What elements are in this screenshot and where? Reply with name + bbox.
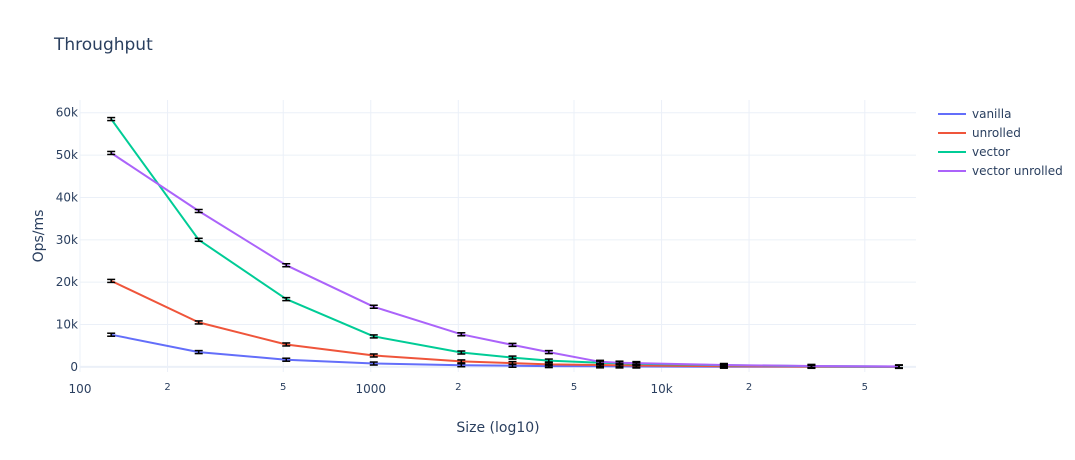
- chart-title: Throughput: [53, 35, 153, 55]
- data-point-errorbar: [508, 360, 517, 366]
- data-point-errorbar: [107, 150, 116, 156]
- data-point-errorbar: [596, 359, 605, 365]
- legend-item[interactable]: vanilla: [938, 107, 1011, 121]
- y-tick-label: 20k: [56, 275, 78, 289]
- x-axis-title: Size (log10): [456, 420, 539, 436]
- data-point-errorbar: [282, 357, 291, 362]
- data-point-errorbar: [282, 342, 291, 347]
- x-tick-label: 2: [164, 382, 170, 393]
- y-tick-label: 10k: [56, 318, 78, 332]
- x-tick-label: 5: [571, 382, 577, 393]
- data-point-errorbar: [107, 332, 116, 337]
- data-point-errorbar: [807, 363, 816, 369]
- x-tick-label: 1000: [356, 382, 387, 396]
- data-point-errorbar: [544, 358, 553, 363]
- y-tick-label: 0: [70, 360, 78, 374]
- y-ticks: 0 10k 20k 30k 40k 50k 60k: [56, 106, 78, 374]
- data-point-errorbar: [369, 361, 378, 366]
- data-point-errorbar: [194, 320, 203, 325]
- data-point-errorbar: [107, 116, 116, 122]
- data-point-errorbar: [282, 296, 291, 302]
- data-point-errorbar: [457, 350, 466, 355]
- x-ticks: 100 2 5 1000 2 5 10k 2 5: [69, 382, 868, 396]
- x-tick-label: 2: [746, 382, 752, 393]
- legend-item[interactable]: vector: [938, 145, 1010, 159]
- y-axis-title: Ops/ms: [31, 210, 47, 263]
- data-point-errorbar: [544, 349, 553, 355]
- data-point-errorbar: [194, 208, 203, 214]
- data-point-errorbar: [194, 349, 203, 355]
- y-tick-label: 60k: [56, 106, 78, 120]
- data-point-errorbar: [719, 362, 728, 368]
- data-point-errorbar: [369, 334, 378, 339]
- legend-label: vector unrolled: [972, 164, 1063, 178]
- data-point-errorbar: [632, 360, 641, 366]
- data-point-errorbar: [544, 362, 553, 367]
- legend: vanilla unrolled vector vector unrolled: [938, 107, 1063, 178]
- data-point-errorbar: [107, 278, 116, 284]
- legend-label: vanilla: [972, 107, 1011, 121]
- y-tick-label: 40k: [56, 190, 78, 204]
- x-tick-label: 5: [280, 382, 286, 393]
- data-point-errorbar: [194, 237, 203, 243]
- data-point-errorbar: [894, 364, 903, 369]
- series-lines: [110, 118, 900, 368]
- x-tick-label: 10k: [650, 382, 672, 396]
- data-point-errorbar: [615, 360, 624, 365]
- x-tick-label: 5: [862, 382, 868, 393]
- grid: [79, 100, 916, 372]
- data-point-errorbar: [457, 332, 466, 337]
- data-point-errorbar: [457, 362, 466, 368]
- data-point-errorbar: [369, 353, 378, 358]
- legend-label: vector: [972, 145, 1010, 159]
- legend-label: unrolled: [972, 126, 1021, 140]
- data-point-errorbar: [369, 304, 378, 310]
- x-tick-label: 2: [455, 382, 461, 393]
- legend-item[interactable]: vector unrolled: [938, 164, 1063, 178]
- x-tick-label: 100: [69, 382, 92, 396]
- data-point-errorbar: [282, 262, 291, 268]
- error-bars: [107, 116, 903, 370]
- data-point-errorbar: [508, 355, 517, 360]
- data-point-errorbar: [508, 342, 517, 348]
- legend-item[interactable]: unrolled: [938, 126, 1021, 140]
- data-point-errorbar: [457, 359, 466, 364]
- y-tick-label: 30k: [56, 233, 78, 247]
- y-tick-label: 50k: [56, 148, 78, 162]
